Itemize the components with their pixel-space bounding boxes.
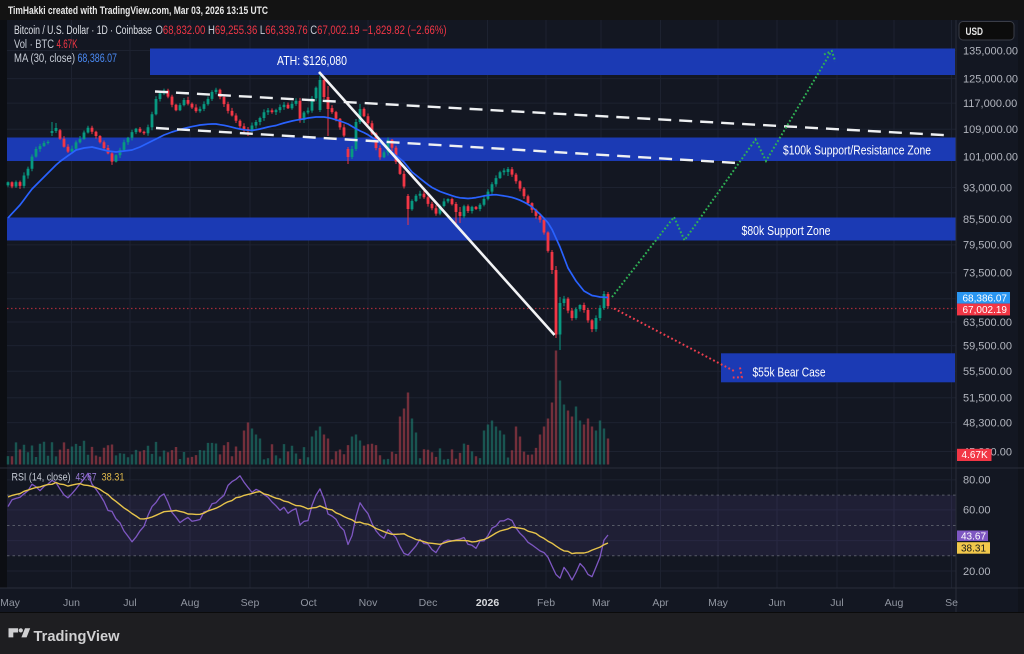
svg-text:ATH: $126,080: ATH: $126,080: [277, 54, 347, 68]
svg-text:TradingView: TradingView: [34, 629, 121, 645]
svg-text:O68,832.00 H69,255.36 L66,339.: O68,832.00 H69,255.36 L66,339.76 C67,002…: [156, 25, 447, 37]
svg-text:117,000.00: 117,000.00: [963, 98, 1017, 110]
svg-text:2026: 2026: [476, 597, 500, 609]
svg-text:109,000.00: 109,000.00: [963, 124, 1018, 136]
svg-text:4.67K: 4.67K: [962, 450, 988, 461]
svg-text:Mar: Mar: [592, 597, 611, 609]
svg-text:Feb: Feb: [537, 597, 555, 609]
svg-text:73,500.00: 73,500.00: [963, 268, 1012, 280]
svg-text:$55k Bear Case: $55k Bear Case: [753, 366, 826, 380]
svg-text:Dec: Dec: [419, 597, 438, 609]
svg-text:Nov: Nov: [359, 597, 378, 609]
svg-text:43.67: 43.67: [76, 472, 97, 484]
svg-text:135,000.00: 135,000.00: [963, 45, 1018, 57]
svg-text:125,000.00: 125,000.00: [963, 73, 1018, 85]
svg-text:101,000.00: 101,000.00: [963, 152, 1018, 164]
svg-text:Aug: Aug: [181, 597, 200, 609]
svg-text:20.00: 20.00: [963, 566, 991, 578]
svg-text:55,500.00: 55,500.00: [963, 366, 1012, 378]
svg-text:Jul: Jul: [123, 597, 136, 609]
svg-text:4.67K: 4.67K: [57, 39, 78, 51]
svg-text:67,002.19: 67,002.19: [963, 305, 1008, 316]
svg-text:Jun: Jun: [769, 597, 786, 609]
svg-text:Apr: Apr: [652, 597, 669, 609]
svg-text:RSI (14, close): RSI (14, close): [12, 472, 71, 484]
svg-text:MA (30, close): MA (30, close): [14, 53, 75, 65]
svg-text:60.00: 60.00: [963, 505, 991, 517]
svg-text:93,000.00: 93,000.00: [963, 182, 1012, 194]
svg-text:$100k Support/Resistance Zone: $100k Support/Resistance Zone: [783, 144, 931, 158]
svg-text:38.31: 38.31: [961, 544, 986, 555]
svg-text:Vol · BTC: Vol · BTC: [14, 39, 54, 51]
svg-text:43.67: 43.67: [961, 531, 986, 542]
svg-text:May: May: [0, 597, 21, 609]
svg-text:Aug: Aug: [885, 597, 904, 609]
svg-text:59,500.00: 59,500.00: [963, 340, 1012, 352]
svg-text:48,300.00: 48,300.00: [963, 417, 1012, 429]
svg-text:$80k Support Zone: $80k Support Zone: [742, 224, 831, 238]
svg-text:38.31: 38.31: [102, 472, 125, 484]
svg-text:68,386.07: 68,386.07: [78, 53, 118, 65]
svg-text:Oct: Oct: [300, 597, 316, 609]
svg-text:Jun: Jun: [63, 597, 80, 609]
svg-text:Se: Se: [945, 597, 958, 609]
svg-text:USD: USD: [966, 26, 984, 38]
svg-text:Jul: Jul: [830, 597, 843, 609]
svg-text:May: May: [708, 597, 729, 609]
svg-text:79,500.00: 79,500.00: [963, 240, 1012, 252]
svg-text:68,386.07: 68,386.07: [963, 293, 1008, 304]
svg-text:63,500.00: 63,500.00: [963, 317, 1012, 329]
svg-text:80.00: 80.00: [963, 475, 991, 487]
svg-text:Sep: Sep: [241, 597, 260, 609]
svg-text:TimHakki created with TradingV: TimHakki created with TradingView.com, M…: [8, 5, 268, 17]
svg-text:85,500.00: 85,500.00: [963, 214, 1012, 226]
svg-text:Bitcoin / U.S. Dollar · 1D · C: Bitcoin / U.S. Dollar · 1D · Coinbase: [14, 25, 152, 37]
svg-text:51,500.00: 51,500.00: [963, 393, 1012, 405]
